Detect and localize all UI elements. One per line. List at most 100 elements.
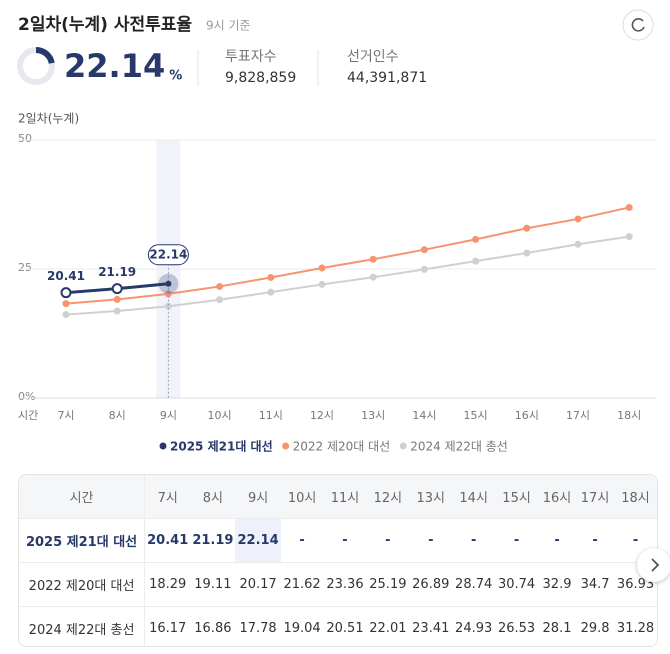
table-cell: 28.74 xyxy=(452,562,496,607)
series-line xyxy=(65,206,630,305)
table-cell: - xyxy=(409,518,453,563)
x-tick-label: 16시 xyxy=(515,409,539,422)
table-header: 13시 xyxy=(409,475,453,519)
table-cell: 22.14 xyxy=(235,518,281,563)
table-cell: 26.89 xyxy=(409,562,453,607)
x-tick-label: 18시 xyxy=(617,409,641,422)
point xyxy=(625,203,633,211)
table-cell: 26.53 xyxy=(495,606,538,646)
point xyxy=(318,280,326,288)
table-header: 12시 xyxy=(366,475,410,519)
table-cell: 25.19 xyxy=(366,562,410,607)
title: 2일차(누계) 사전투표율 xyxy=(18,15,192,35)
point xyxy=(164,302,172,310)
point xyxy=(625,233,633,241)
x-tick-label: 7시 xyxy=(57,409,74,422)
table-header: 7시 xyxy=(144,475,191,519)
table-cell: 20.41 xyxy=(144,518,191,563)
table-cell: 21.19 xyxy=(190,518,236,563)
legend-dot xyxy=(399,442,407,450)
table-cell: 24.93 xyxy=(452,606,496,646)
stat-value: 9,828,859 xyxy=(225,70,296,86)
x-axis-label: 시간 xyxy=(18,409,38,422)
table-header: 9시 xyxy=(235,475,281,519)
x-tick-label: 9시 xyxy=(160,409,177,422)
table-cell: 22.01 xyxy=(366,606,410,646)
point xyxy=(369,255,377,263)
table-header: 11시 xyxy=(323,475,367,519)
rate: 22.14 xyxy=(64,47,165,85)
point xyxy=(369,273,377,281)
point xyxy=(111,283,123,295)
point xyxy=(62,311,70,319)
next-button[interactable] xyxy=(637,548,670,582)
tooltip-box xyxy=(147,244,189,266)
x-tick-label: 13시 xyxy=(361,409,385,422)
table-cell: - xyxy=(538,518,577,563)
table-header: 17시 xyxy=(576,475,615,519)
table-cell: 23.41 xyxy=(409,606,453,646)
table-cell: 30.74 xyxy=(495,562,538,607)
table-cell: 29.8 xyxy=(576,606,615,646)
point xyxy=(420,265,428,273)
table-cell: - xyxy=(280,518,324,563)
rate-unit: % xyxy=(169,69,182,84)
y-tick-label: 25 xyxy=(18,261,32,274)
table-cell: 23.36 xyxy=(323,562,367,607)
table-header: 8시 xyxy=(190,475,236,519)
point xyxy=(574,215,582,223)
table-cell: - xyxy=(366,518,410,563)
table-cell: 16.86 xyxy=(190,606,236,646)
refresh-button[interactable] xyxy=(622,9,654,41)
x-tick-label: 8시 xyxy=(109,409,126,422)
table-cell: - xyxy=(452,518,496,563)
table-cell: 20.51 xyxy=(323,606,367,646)
x-tick-label: 11시 xyxy=(259,409,283,422)
x-tick-label: 12시 xyxy=(310,409,334,422)
table-header: 시간 xyxy=(19,475,146,519)
table-header: 10시 xyxy=(280,475,324,519)
point xyxy=(165,280,172,287)
legend-dot xyxy=(159,442,167,450)
table-cell: 32.9 xyxy=(538,562,577,607)
table-cell: 28.1 xyxy=(538,606,577,646)
row-header: 2025 제21대 대선 xyxy=(19,518,146,563)
x-tick-label: 17시 xyxy=(566,409,590,422)
table: 시간 7시 8시 9시 10시 11시 12시 13시 14시 15시 16시 17시 18시 2025 … xyxy=(18,474,658,647)
point xyxy=(113,295,121,303)
point xyxy=(420,246,428,254)
data-label: 22.14 xyxy=(149,247,187,261)
point xyxy=(164,290,172,298)
legend-label: 2024 제22대 총선 xyxy=(410,440,508,454)
x-tick-label: 15시 xyxy=(464,409,488,422)
data-label: 20.41 xyxy=(47,269,85,283)
table-cell: 31.28 xyxy=(614,606,657,646)
table-cell: 17.78 xyxy=(235,606,281,646)
table-header: 16시 xyxy=(538,475,577,519)
chart: 2일차(누계) 사전투표율 9시 기준 22.14 % 투표자수 9,828,8… xyxy=(17,9,656,454)
y-tick-label: 0% xyxy=(18,390,35,403)
table-cell: - xyxy=(495,518,538,563)
point xyxy=(113,307,121,315)
stat-label: 투표자수 xyxy=(225,49,277,65)
table-cell: 16.17 xyxy=(144,606,191,646)
donut-arc xyxy=(17,47,55,85)
point xyxy=(523,224,531,232)
series-line xyxy=(65,235,630,316)
point xyxy=(62,300,70,308)
data-label: 21.19 xyxy=(98,265,136,279)
point xyxy=(472,235,480,243)
table-cell: - xyxy=(323,518,367,563)
y-tick-label: 50 xyxy=(18,132,32,145)
point xyxy=(267,288,275,296)
legend-dot xyxy=(282,442,290,450)
row-header: 2022 제20대 대선 xyxy=(19,562,146,607)
legend-label: 2025 제21대 대선 xyxy=(170,439,273,454)
table-header: 18시 xyxy=(614,475,657,519)
basis: 9시 기준 xyxy=(206,19,251,33)
point xyxy=(318,264,326,272)
point xyxy=(523,249,531,257)
table-cell: 19.11 xyxy=(190,562,236,607)
point xyxy=(472,257,480,265)
table-cell: 18.29 xyxy=(144,562,191,607)
